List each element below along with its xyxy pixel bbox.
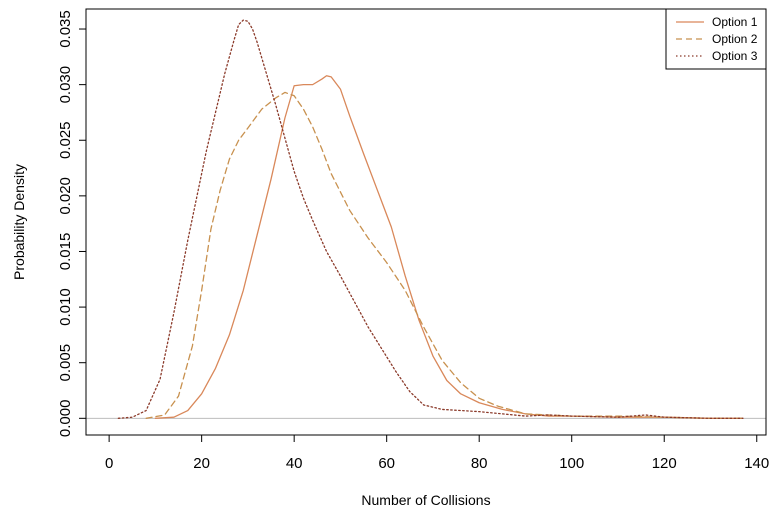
x-tick-label: 80 xyxy=(471,455,488,472)
y-tick-label: 0.020 xyxy=(57,177,74,215)
x-tick-label: 120 xyxy=(652,455,677,472)
legend-label-option-3: Option 3 xyxy=(712,49,758,63)
y-tick-label: 0.005 xyxy=(57,344,74,382)
legend-label-option-2: Option 2 xyxy=(712,32,758,46)
plot-frame xyxy=(85,8,767,436)
x-tick-label: 40 xyxy=(286,455,303,472)
x-tick-label: 100 xyxy=(559,455,584,472)
y-axis: 0.000 0.005 0.010 0.015 0.020 0.025 0.030 0.035 xyxy=(57,10,87,438)
legend-box xyxy=(665,8,767,70)
y-tick-label: 0.000 xyxy=(57,400,74,438)
y-tick-label: 0.010 xyxy=(57,288,74,326)
y-tick-label: 0.030 xyxy=(57,66,74,104)
x-axis-title: Number of Collisions xyxy=(361,492,490,508)
x-tick-label: 0 xyxy=(105,455,113,472)
plot-content xyxy=(86,19,766,419)
series-line-option-2 xyxy=(145,91,744,419)
x-axis: 0 20 40 60 80 100 120 140 xyxy=(105,434,769,472)
y-tick-label: 0.025 xyxy=(57,121,74,159)
x-tick-label: 60 xyxy=(378,455,395,472)
series-line-option-3 xyxy=(117,19,744,419)
y-tick-label: 0.035 xyxy=(57,10,74,48)
x-tick-label: 20 xyxy=(193,455,210,472)
y-tick-label: 0.015 xyxy=(57,233,74,271)
x-tick-label: 140 xyxy=(744,455,769,472)
y-axis-title: Probability Density xyxy=(11,164,27,280)
legend: Option 1 Option 2 Option 3 xyxy=(665,8,767,70)
series-line-option-1 xyxy=(154,75,744,419)
legend-label-option-1: Option 1 xyxy=(712,15,758,29)
